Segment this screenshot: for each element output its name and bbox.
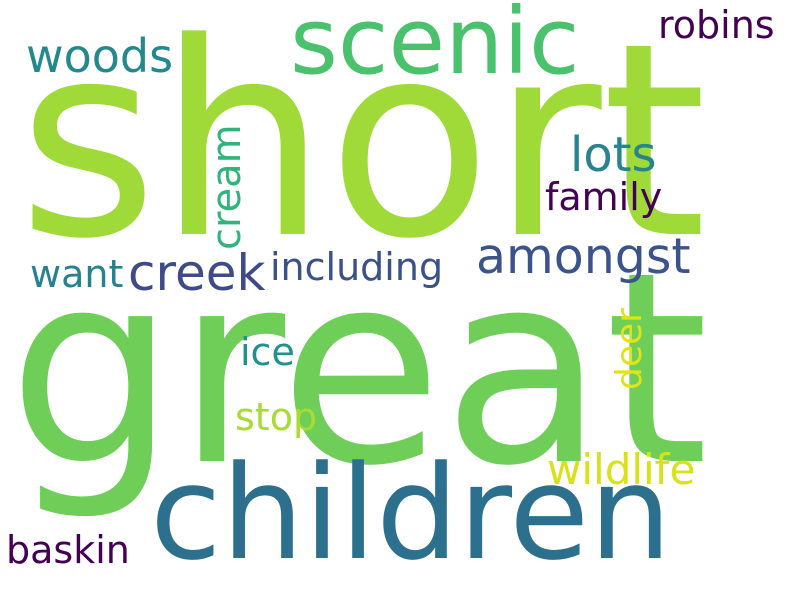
word-family: family (545, 175, 663, 219)
word-want: want (30, 252, 124, 296)
word-scenic: scenic (290, 0, 580, 95)
word-lots: lots (570, 127, 657, 183)
word-great: great (8, 216, 709, 524)
word-stop: stop (235, 395, 318, 439)
word-ice: ice (240, 330, 295, 374)
word-wildlife: wildlife (547, 445, 696, 494)
word-amongst: amongst (476, 228, 691, 285)
word-cream: cream (204, 124, 250, 250)
word-children: children (150, 437, 672, 589)
word-deer: deer (609, 308, 650, 390)
word-woods: woods (26, 29, 174, 83)
word-robins: robins (658, 3, 775, 47)
word-short: short (18, 0, 707, 298)
word-including: including (270, 245, 444, 289)
word-creek: creek (128, 244, 266, 302)
word-baskin: baskin (6, 528, 130, 572)
